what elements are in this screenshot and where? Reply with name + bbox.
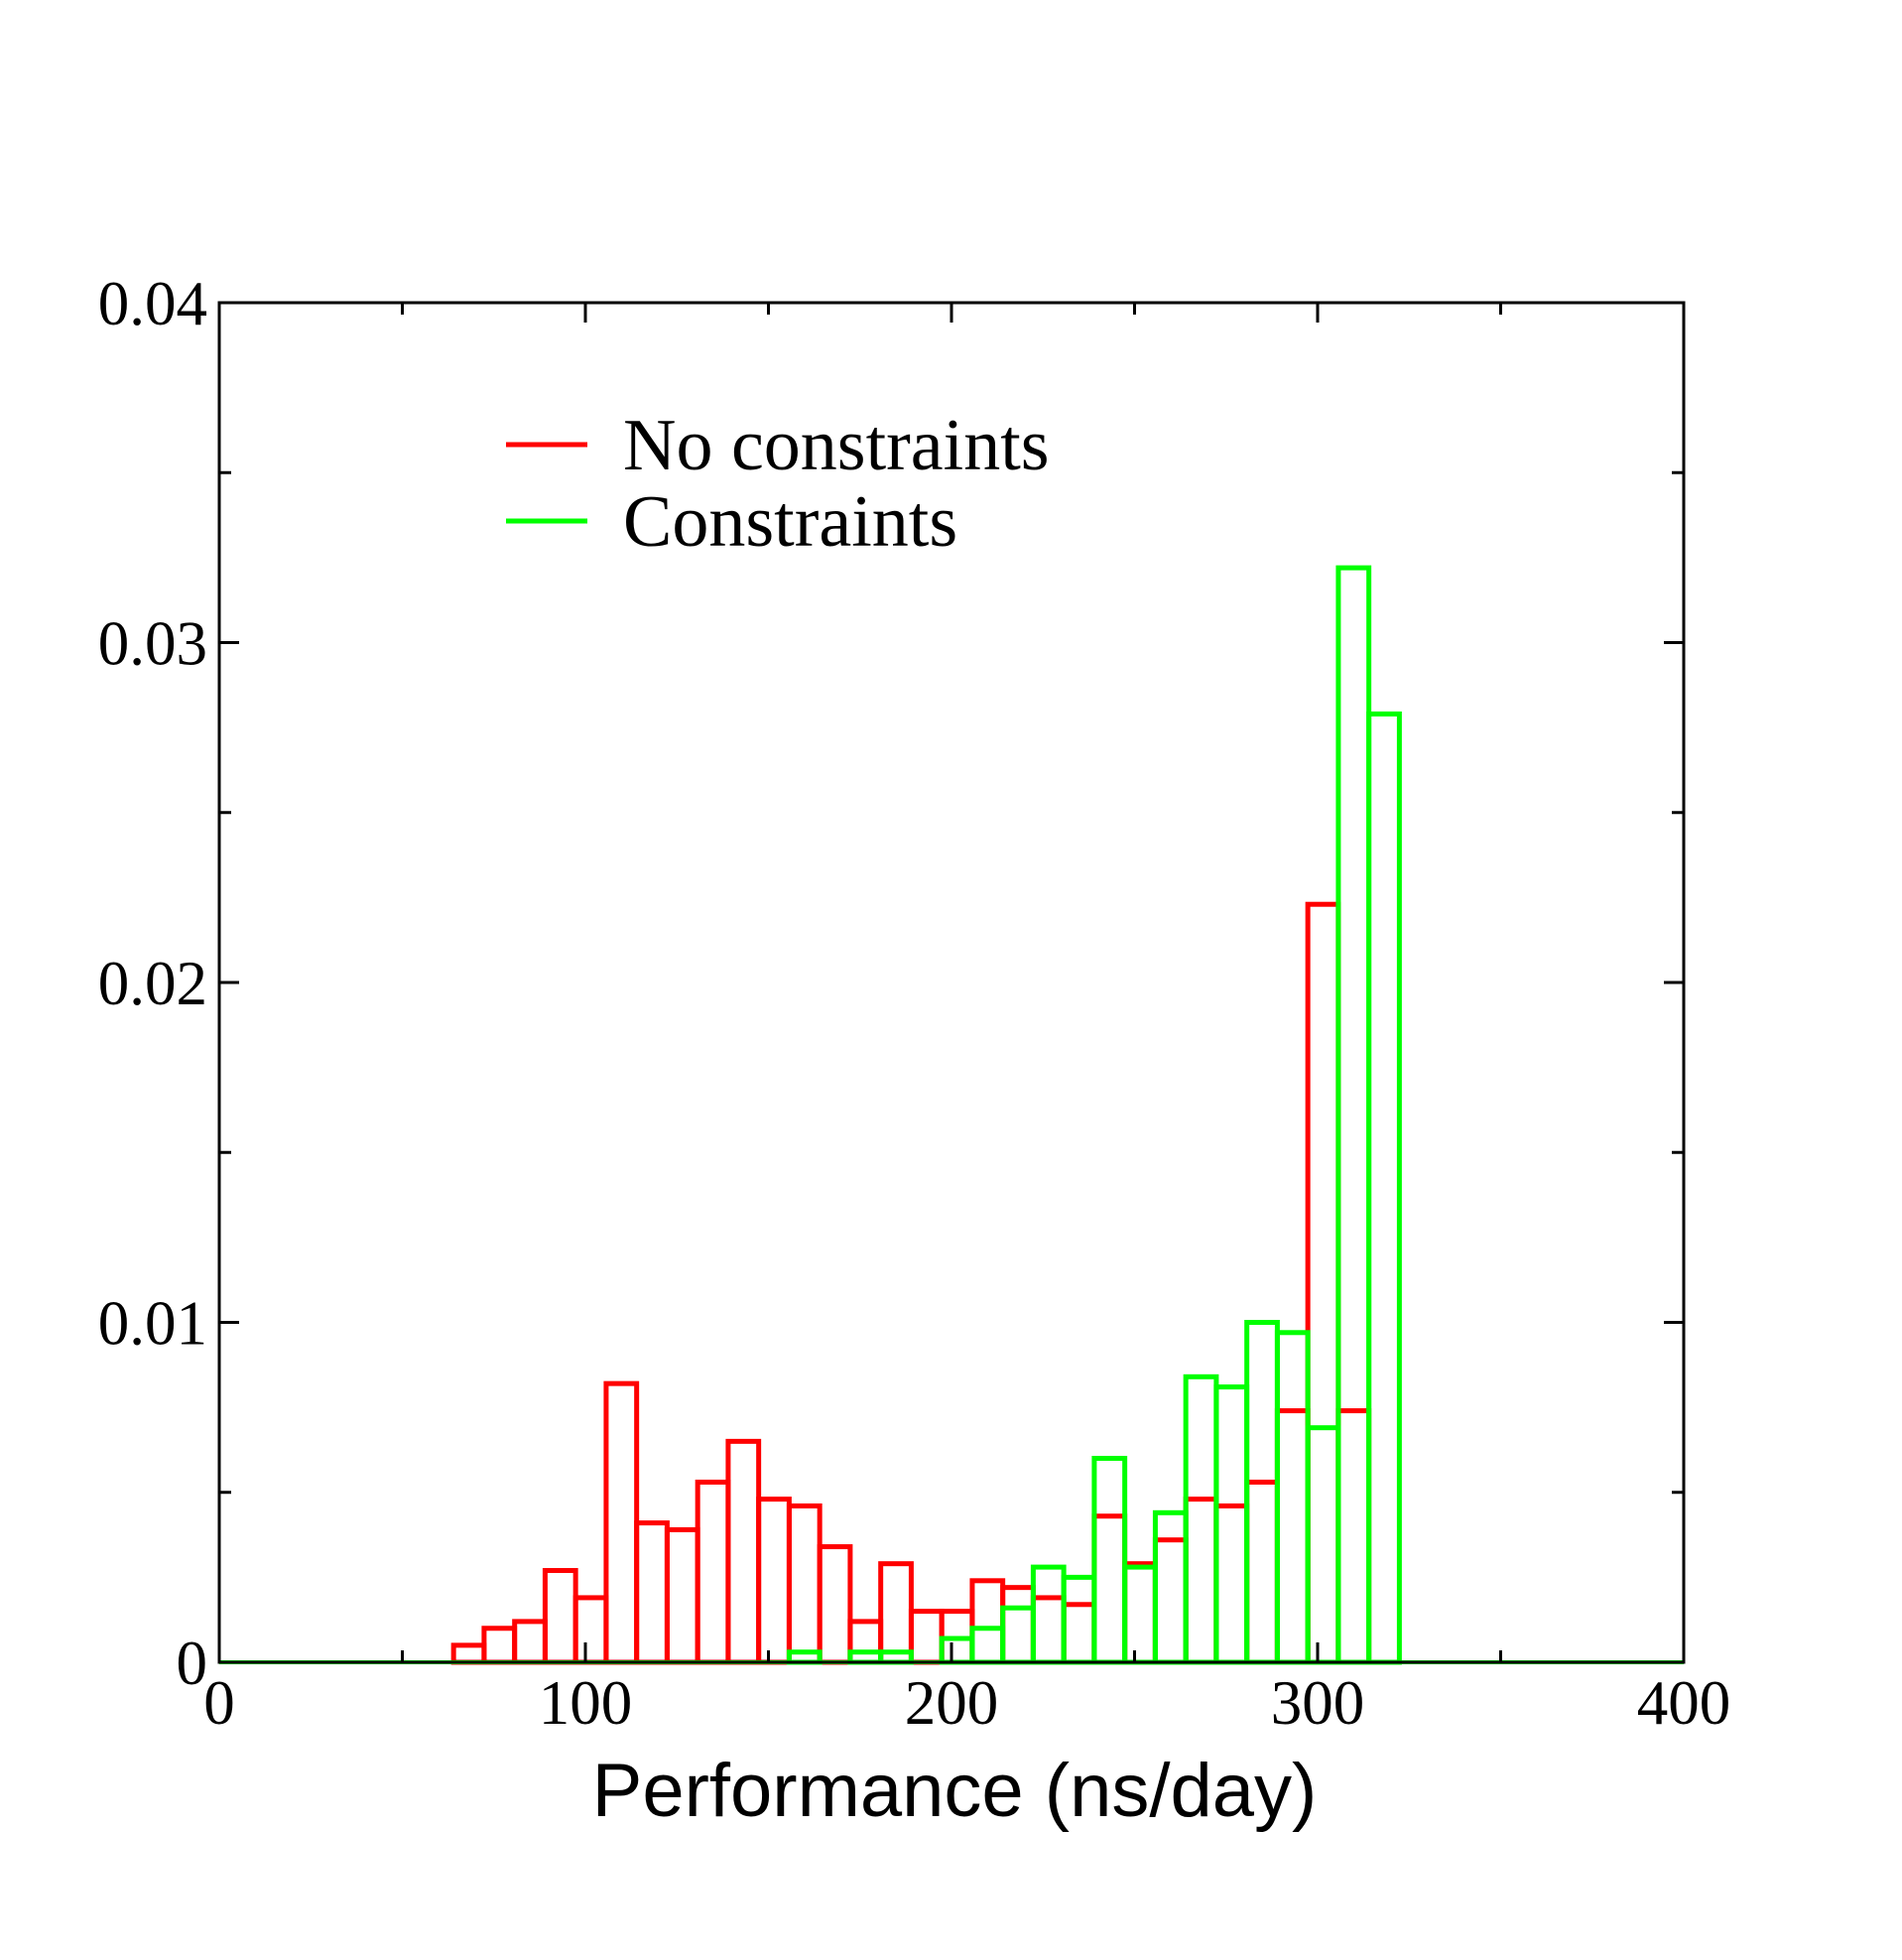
x-tick-label: 0 — [203, 1668, 235, 1738]
bar-constraints-6 — [969, 1626, 1006, 1665]
bar-no-constraints-28 — [1305, 901, 1341, 1665]
bar-no-constraints-24 — [1183, 1497, 1219, 1665]
x-tick-label: 400 — [1637, 1668, 1731, 1738]
y-tick-label: 0.03 — [98, 609, 207, 679]
bar-constraints-18 — [1335, 565, 1372, 1665]
ticks-layer — [217, 301, 1686, 1664]
x-axis-title: Performance (ns/day) — [592, 1749, 1318, 1833]
legend-label-no-constraints: No constraints — [623, 405, 1050, 486]
bar-no-constraints-8 — [695, 1479, 731, 1665]
bar-no-constraints-15 — [908, 1609, 945, 1665]
bar-no-constraints-25 — [1213, 1503, 1250, 1665]
bar-no-constraints-26 — [1244, 1479, 1280, 1665]
bar-no-constraints-20 — [1061, 1602, 1097, 1665]
bar-no-constraints-14 — [878, 1561, 914, 1665]
legend: No constraints Constraints — [506, 405, 1050, 563]
bar-no-constraints-2 — [512, 1619, 548, 1665]
x-tick-label: 300 — [1271, 1668, 1365, 1738]
tick-labels-layer: 0 100 200 300 400 0 0.01 0.02 0.03 0.04 — [98, 269, 1731, 1738]
bar-no-constraints-17 — [969, 1578, 1006, 1665]
bar-no-constraints-22 — [1122, 1561, 1158, 1665]
bar-no-constraints-4 — [572, 1595, 609, 1665]
bar-no-constraints-1 — [481, 1626, 518, 1665]
bar-constraints-11 — [1122, 1564, 1158, 1665]
bar-constraints-14 — [1213, 1384, 1250, 1665]
bars-layer — [219, 565, 1684, 1665]
y-tick-label: 0.01 — [98, 1289, 207, 1359]
bar-no-constraints-21 — [1091, 1513, 1128, 1665]
bar-no-constraints-7 — [664, 1526, 700, 1665]
legend-label-constraints: Constraints — [623, 481, 957, 563]
bar-constraints-15 — [1244, 1320, 1280, 1665]
bar-constraints-19 — [1366, 711, 1402, 1665]
bar-no-constraints-29 — [1335, 1408, 1372, 1665]
bar-no-constraints-23 — [1152, 1537, 1189, 1665]
bar-no-constraints-13 — [847, 1619, 884, 1665]
bar-no-constraints-0 — [450, 1642, 487, 1665]
bar-no-constraints-19 — [1030, 1595, 1067, 1665]
y-tick-label: 0 — [177, 1629, 208, 1698]
bar-constraints-9 — [1061, 1574, 1097, 1665]
bar-no-constraints-18 — [1000, 1585, 1036, 1665]
bar-constraints-16 — [1274, 1330, 1311, 1665]
bar-no-constraints-5 — [603, 1380, 640, 1665]
bar-no-constraints-6 — [634, 1520, 670, 1665]
bar-no-constraints-3 — [542, 1568, 578, 1665]
bar-no-constraints-27 — [1274, 1408, 1311, 1665]
bar-constraints-7 — [1000, 1605, 1036, 1665]
x-tick-label: 200 — [905, 1668, 999, 1738]
bar-no-constraints-10 — [756, 1497, 792, 1665]
y-tick-label: 0.04 — [98, 269, 207, 338]
bar-no-constraints-11 — [786, 1503, 823, 1665]
x-tick-label: 100 — [539, 1668, 633, 1738]
bar-constraints-12 — [1152, 1509, 1189, 1665]
bar-constraints-5 — [939, 1635, 975, 1665]
bar-no-constraints-12 — [817, 1544, 853, 1665]
bar-constraints-17 — [1305, 1425, 1341, 1665]
bar-constraints-10 — [1091, 1456, 1128, 1665]
bar-constraints-13 — [1183, 1373, 1219, 1665]
bar-no-constraints-9 — [725, 1438, 762, 1665]
y-tick-label: 0.02 — [98, 949, 207, 1018]
bar-constraints-8 — [1030, 1564, 1067, 1665]
